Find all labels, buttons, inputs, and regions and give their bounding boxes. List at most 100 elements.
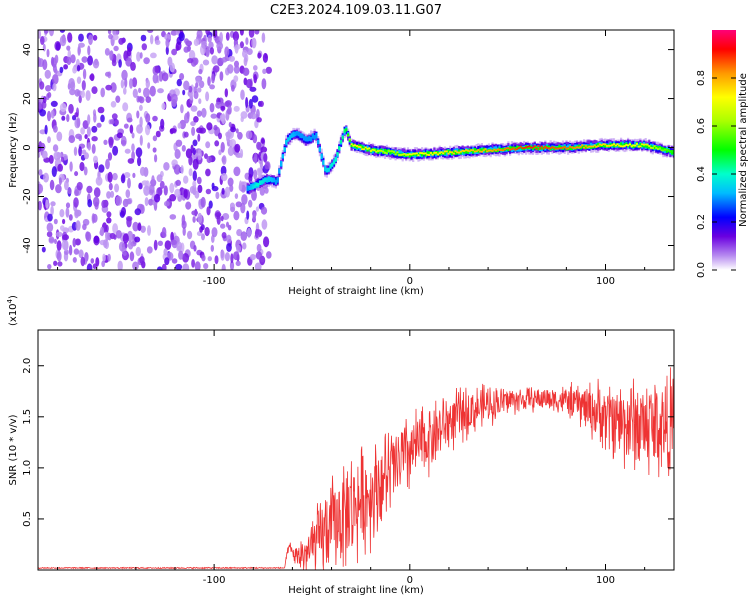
- noise-blob: [46, 231, 53, 238]
- noise-blob: [83, 166, 88, 176]
- noise-blob: [85, 90, 91, 101]
- noise-blob: [101, 260, 106, 268]
- trace-cell: [276, 178, 279, 183]
- noise-blob: [196, 176, 202, 185]
- noise-blob: [249, 254, 256, 261]
- noise-blob: [193, 116, 199, 123]
- colorbar-tick-label: 0.4: [696, 166, 707, 182]
- trace-cell: [539, 147, 542, 150]
- noise-blob: [157, 266, 163, 270]
- noise-blob: [183, 175, 189, 184]
- noise-blob: [169, 214, 177, 220]
- trace-cell: [563, 146, 566, 148]
- noise-blob: [141, 43, 147, 51]
- trace-cell: [369, 150, 373, 152]
- trace-cell: [318, 146, 321, 150]
- noise-blob: [181, 145, 186, 152]
- trace-cell: [604, 144, 607, 148]
- noise-blob: [182, 89, 186, 96]
- trace-cell: [339, 140, 343, 143]
- trace-cell: [574, 144, 577, 149]
- trace-cell: [394, 153, 397, 156]
- trace-cell: [514, 147, 517, 151]
- trace-cell: [612, 144, 616, 148]
- trace-cell: [657, 148, 660, 150]
- trace-cell: [516, 148, 519, 150]
- noise-blob: [196, 110, 202, 117]
- trace-cell: [273, 179, 276, 181]
- snr-x-tick-label: 0: [407, 575, 413, 586]
- noise-blob: [233, 251, 240, 261]
- trace-cell: [295, 131, 299, 134]
- trace-cell: [343, 128, 346, 132]
- noise-blob: [49, 179, 55, 191]
- trace-cell: [549, 147, 552, 149]
- trace-cell: [588, 145, 591, 148]
- noise-blob: [86, 126, 91, 137]
- snr-scale-label: (x104): [6, 295, 19, 326]
- noise-blob: [54, 54, 59, 64]
- noise-blob: [221, 263, 226, 270]
- noise-blob: [213, 124, 218, 131]
- noise-blob: [175, 139, 183, 147]
- noise-blob: [78, 249, 84, 259]
- trace-cell: [517, 147, 520, 149]
- noise-blob: [252, 134, 258, 144]
- noise-blob: [112, 223, 118, 234]
- trace-cell: [325, 168, 328, 172]
- noise-blob: [240, 231, 248, 242]
- trace-cell: [262, 178, 265, 182]
- noise-blob: [67, 187, 72, 195]
- trace-cell: [591, 145, 594, 148]
- noise-blob: [211, 73, 215, 84]
- trace-cell: [260, 181, 263, 184]
- noise-blob: [76, 117, 81, 128]
- trace-cell: [590, 145, 593, 148]
- noise-blob: [188, 155, 193, 166]
- noise-blob: [38, 145, 42, 153]
- noise-blob: [95, 176, 103, 186]
- trace-cell: [424, 152, 427, 155]
- trace-cell: [646, 145, 649, 149]
- noise-blob: [55, 42, 61, 51]
- trace-cell: [549, 147, 552, 151]
- noise-blob: [230, 253, 234, 264]
- trace-cell: [463, 150, 466, 152]
- noise-blob: [239, 30, 244, 36]
- noise-blob: [114, 119, 120, 126]
- trace-cell: [452, 152, 455, 155]
- trace-cell: [598, 144, 601, 148]
- noise-blob: [175, 179, 181, 186]
- noise-blob: [233, 75, 239, 83]
- noise-blob: [91, 125, 98, 133]
- trace-cell: [560, 147, 563, 149]
- trace-cell: [258, 180, 262, 184]
- noise-blob: [38, 169, 43, 176]
- trace-cell: [500, 144, 503, 152]
- noise-blob: [127, 47, 132, 57]
- noise-blob: [136, 110, 140, 119]
- trace-cell: [331, 163, 334, 166]
- trace-cell: [537, 145, 540, 150]
- trace-cell: [406, 153, 410, 156]
- noise-blob: [205, 48, 210, 58]
- trace-cell: [537, 147, 540, 151]
- trace-cell: [604, 143, 607, 146]
- trace-cell: [544, 146, 547, 148]
- trace-cell: [426, 151, 429, 155]
- trace-cell: [558, 147, 561, 150]
- trace-cell: [454, 150, 457, 152]
- trace-cell: [602, 143, 605, 147]
- noise-blob: [80, 127, 85, 135]
- noise-blob: [233, 105, 240, 112]
- trace-cell: [556, 147, 559, 150]
- trace-cell: [285, 140, 288, 142]
- noise-blob: [211, 182, 215, 189]
- trace-cell: [355, 145, 358, 147]
- noise-blob: [154, 154, 158, 163]
- noise-blob: [175, 263, 183, 270]
- trace-cell: [421, 152, 424, 154]
- noise-blob: [138, 182, 143, 190]
- trace-cell: [382, 150, 385, 153]
- trace-cell: [287, 139, 290, 142]
